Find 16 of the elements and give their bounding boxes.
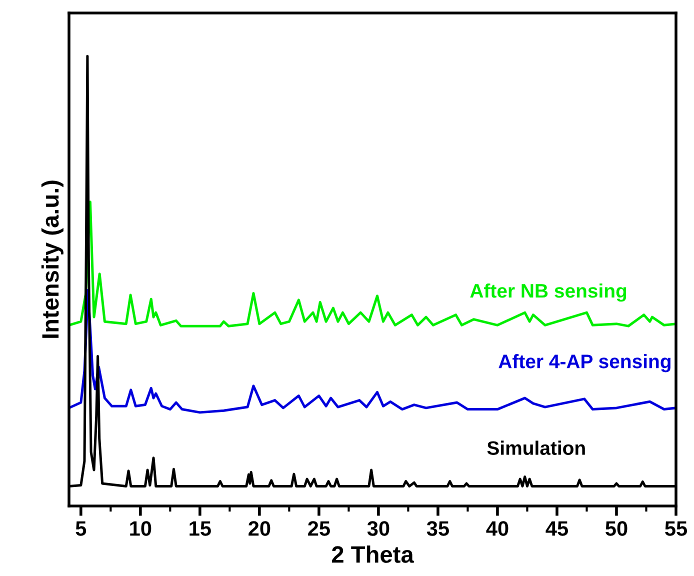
x-tick-label: 20 bbox=[248, 521, 270, 536]
x-tick-label: 50 bbox=[606, 521, 628, 536]
x-tick-label: 30 bbox=[367, 521, 390, 536]
x-tick-label: 35 bbox=[426, 521, 449, 536]
series-label: After 4-AP sensing bbox=[498, 354, 670, 372]
x-tick-label: 40 bbox=[486, 521, 508, 536]
x-tick-label: 5 bbox=[76, 521, 86, 536]
x-tick-label: 55 bbox=[665, 521, 688, 536]
y-axis-title: Intensity (a.u.) bbox=[41, 180, 64, 338]
x-tick-label: 45 bbox=[546, 521, 568, 536]
x-tick-label: 10 bbox=[130, 521, 152, 536]
x-tick-label: 15 bbox=[190, 521, 211, 536]
x-axis-title: 2 Theta bbox=[332, 546, 414, 563]
series-label: Simulation bbox=[487, 440, 585, 455]
series-label: After NB sensing bbox=[470, 283, 626, 302]
x-tick-label: 25 bbox=[308, 521, 330, 536]
